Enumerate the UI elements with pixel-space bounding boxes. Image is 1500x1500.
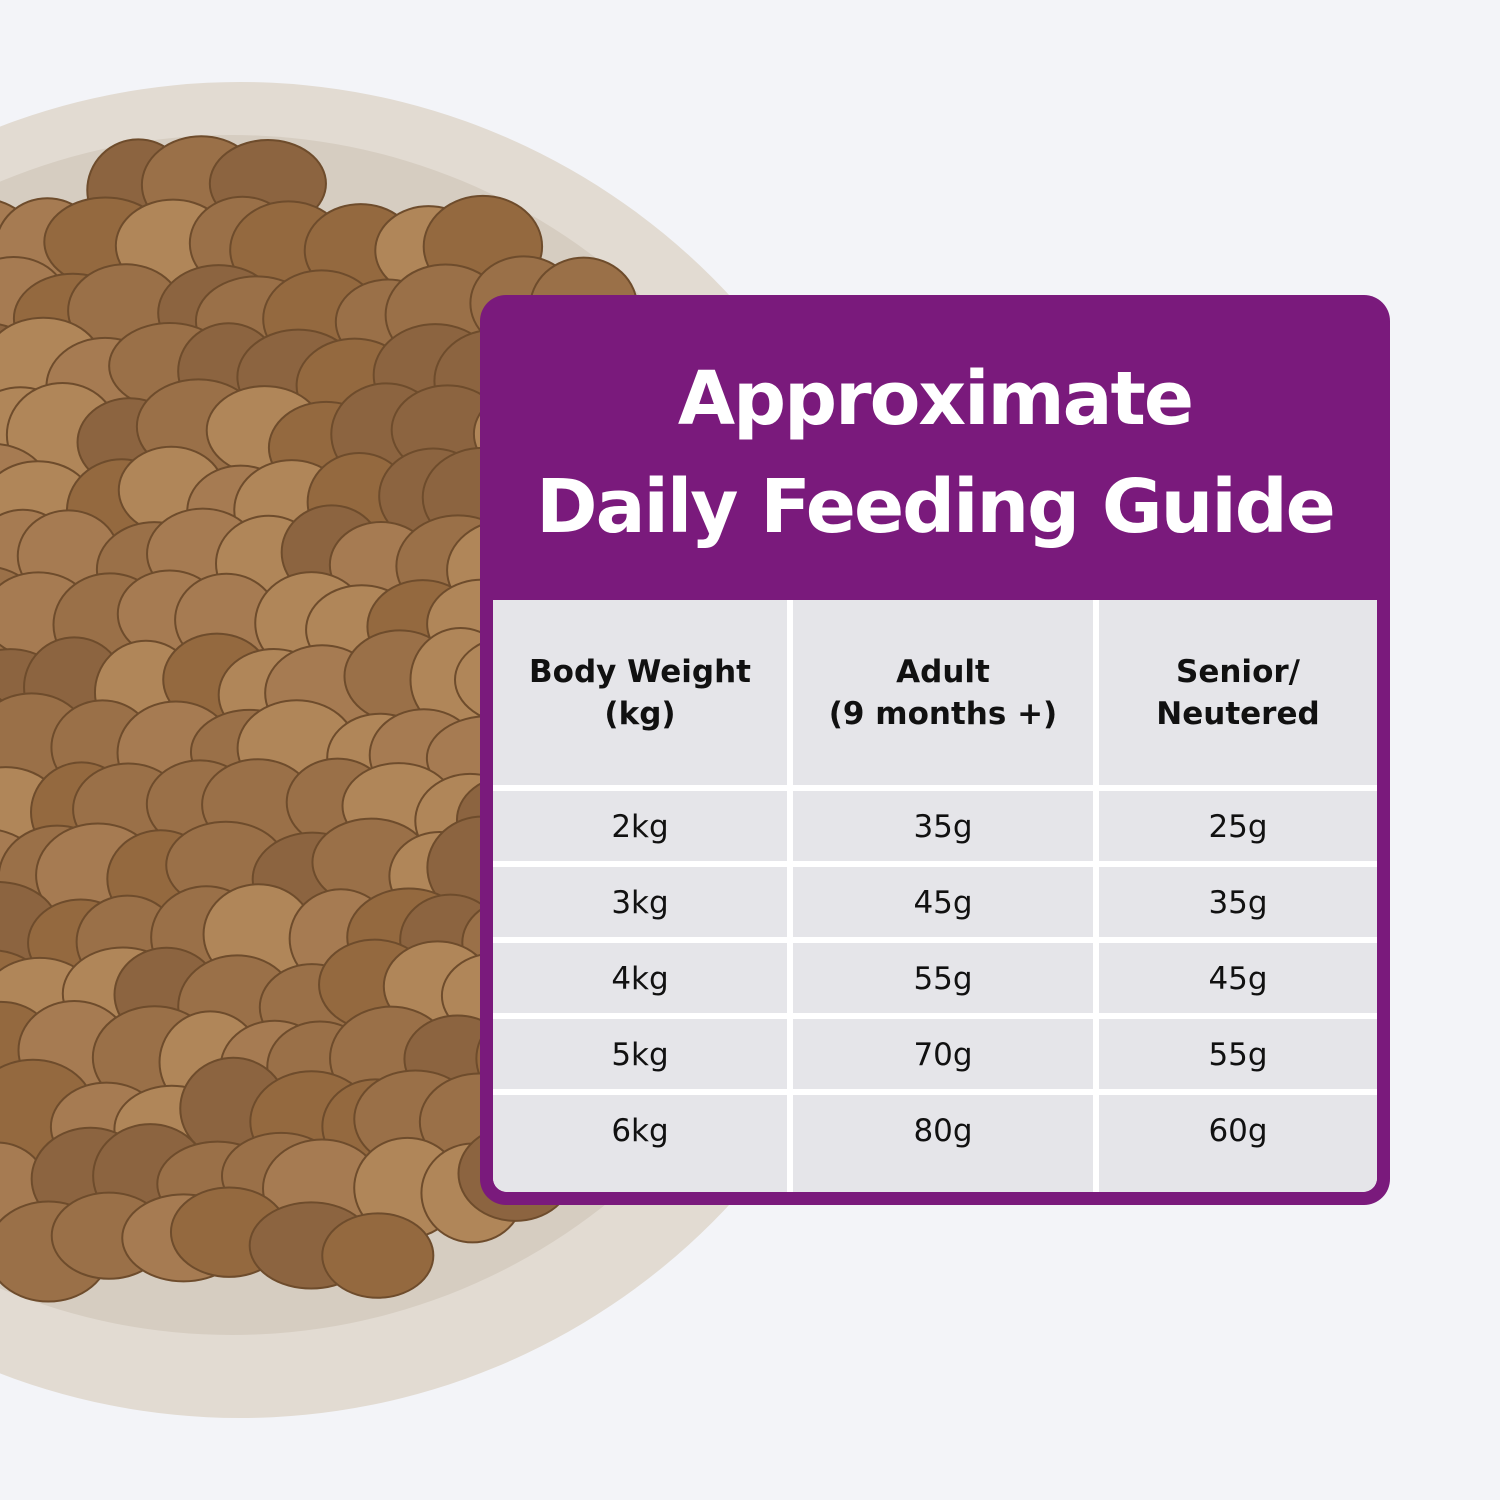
table-cell: 80g: [793, 1095, 1093, 1192]
header-text: Senior/: [1176, 653, 1300, 690]
table-cell: 4kg: [493, 943, 787, 1013]
table-cell: 55g: [1099, 1019, 1377, 1089]
header-text: Neutered: [1156, 695, 1320, 732]
title-line: Daily Feeding Guide: [536, 464, 1336, 550]
table-cell: 35g: [793, 791, 1093, 861]
header-cell: Adult (9 months +): [793, 600, 1093, 785]
header-cell: Senior/Neutered: [1099, 600, 1377, 785]
table-cell: 55g: [793, 943, 1093, 1013]
header-text: (9 months +): [828, 695, 1058, 732]
table-cell: 45g: [793, 867, 1093, 937]
header-text: (kg): [604, 695, 676, 732]
table-cell: 3kg: [493, 867, 787, 937]
table-cell: 5kg: [493, 1019, 787, 1089]
table-cell: 70g: [793, 1019, 1093, 1089]
table-cell: 6kg: [493, 1095, 787, 1192]
table-cell: 2kg: [493, 791, 787, 861]
table-cell: 60g: [1099, 1095, 1377, 1192]
table-cell: 35g: [1099, 867, 1377, 937]
table-cell: 45g: [1099, 943, 1377, 1013]
title: Approximate Daily Feeding Guide: [480, 345, 1390, 561]
table-cell: 25g: [1099, 791, 1377, 861]
feeding-table: Body Weight (kg) Adult (9 months +) Senior/N…: [493, 600, 1377, 1192]
header-text: Adult: [896, 653, 990, 690]
header-text: Body Weight: [529, 653, 751, 690]
kibble-piece: [321, 1212, 435, 1299]
header-cell: Body Weight (kg): [493, 600, 787, 785]
feeding-guide-panel: Approximate Daily Feeding Guide Body Wei…: [480, 295, 1390, 1205]
title-line: Approximate: [677, 356, 1194, 442]
